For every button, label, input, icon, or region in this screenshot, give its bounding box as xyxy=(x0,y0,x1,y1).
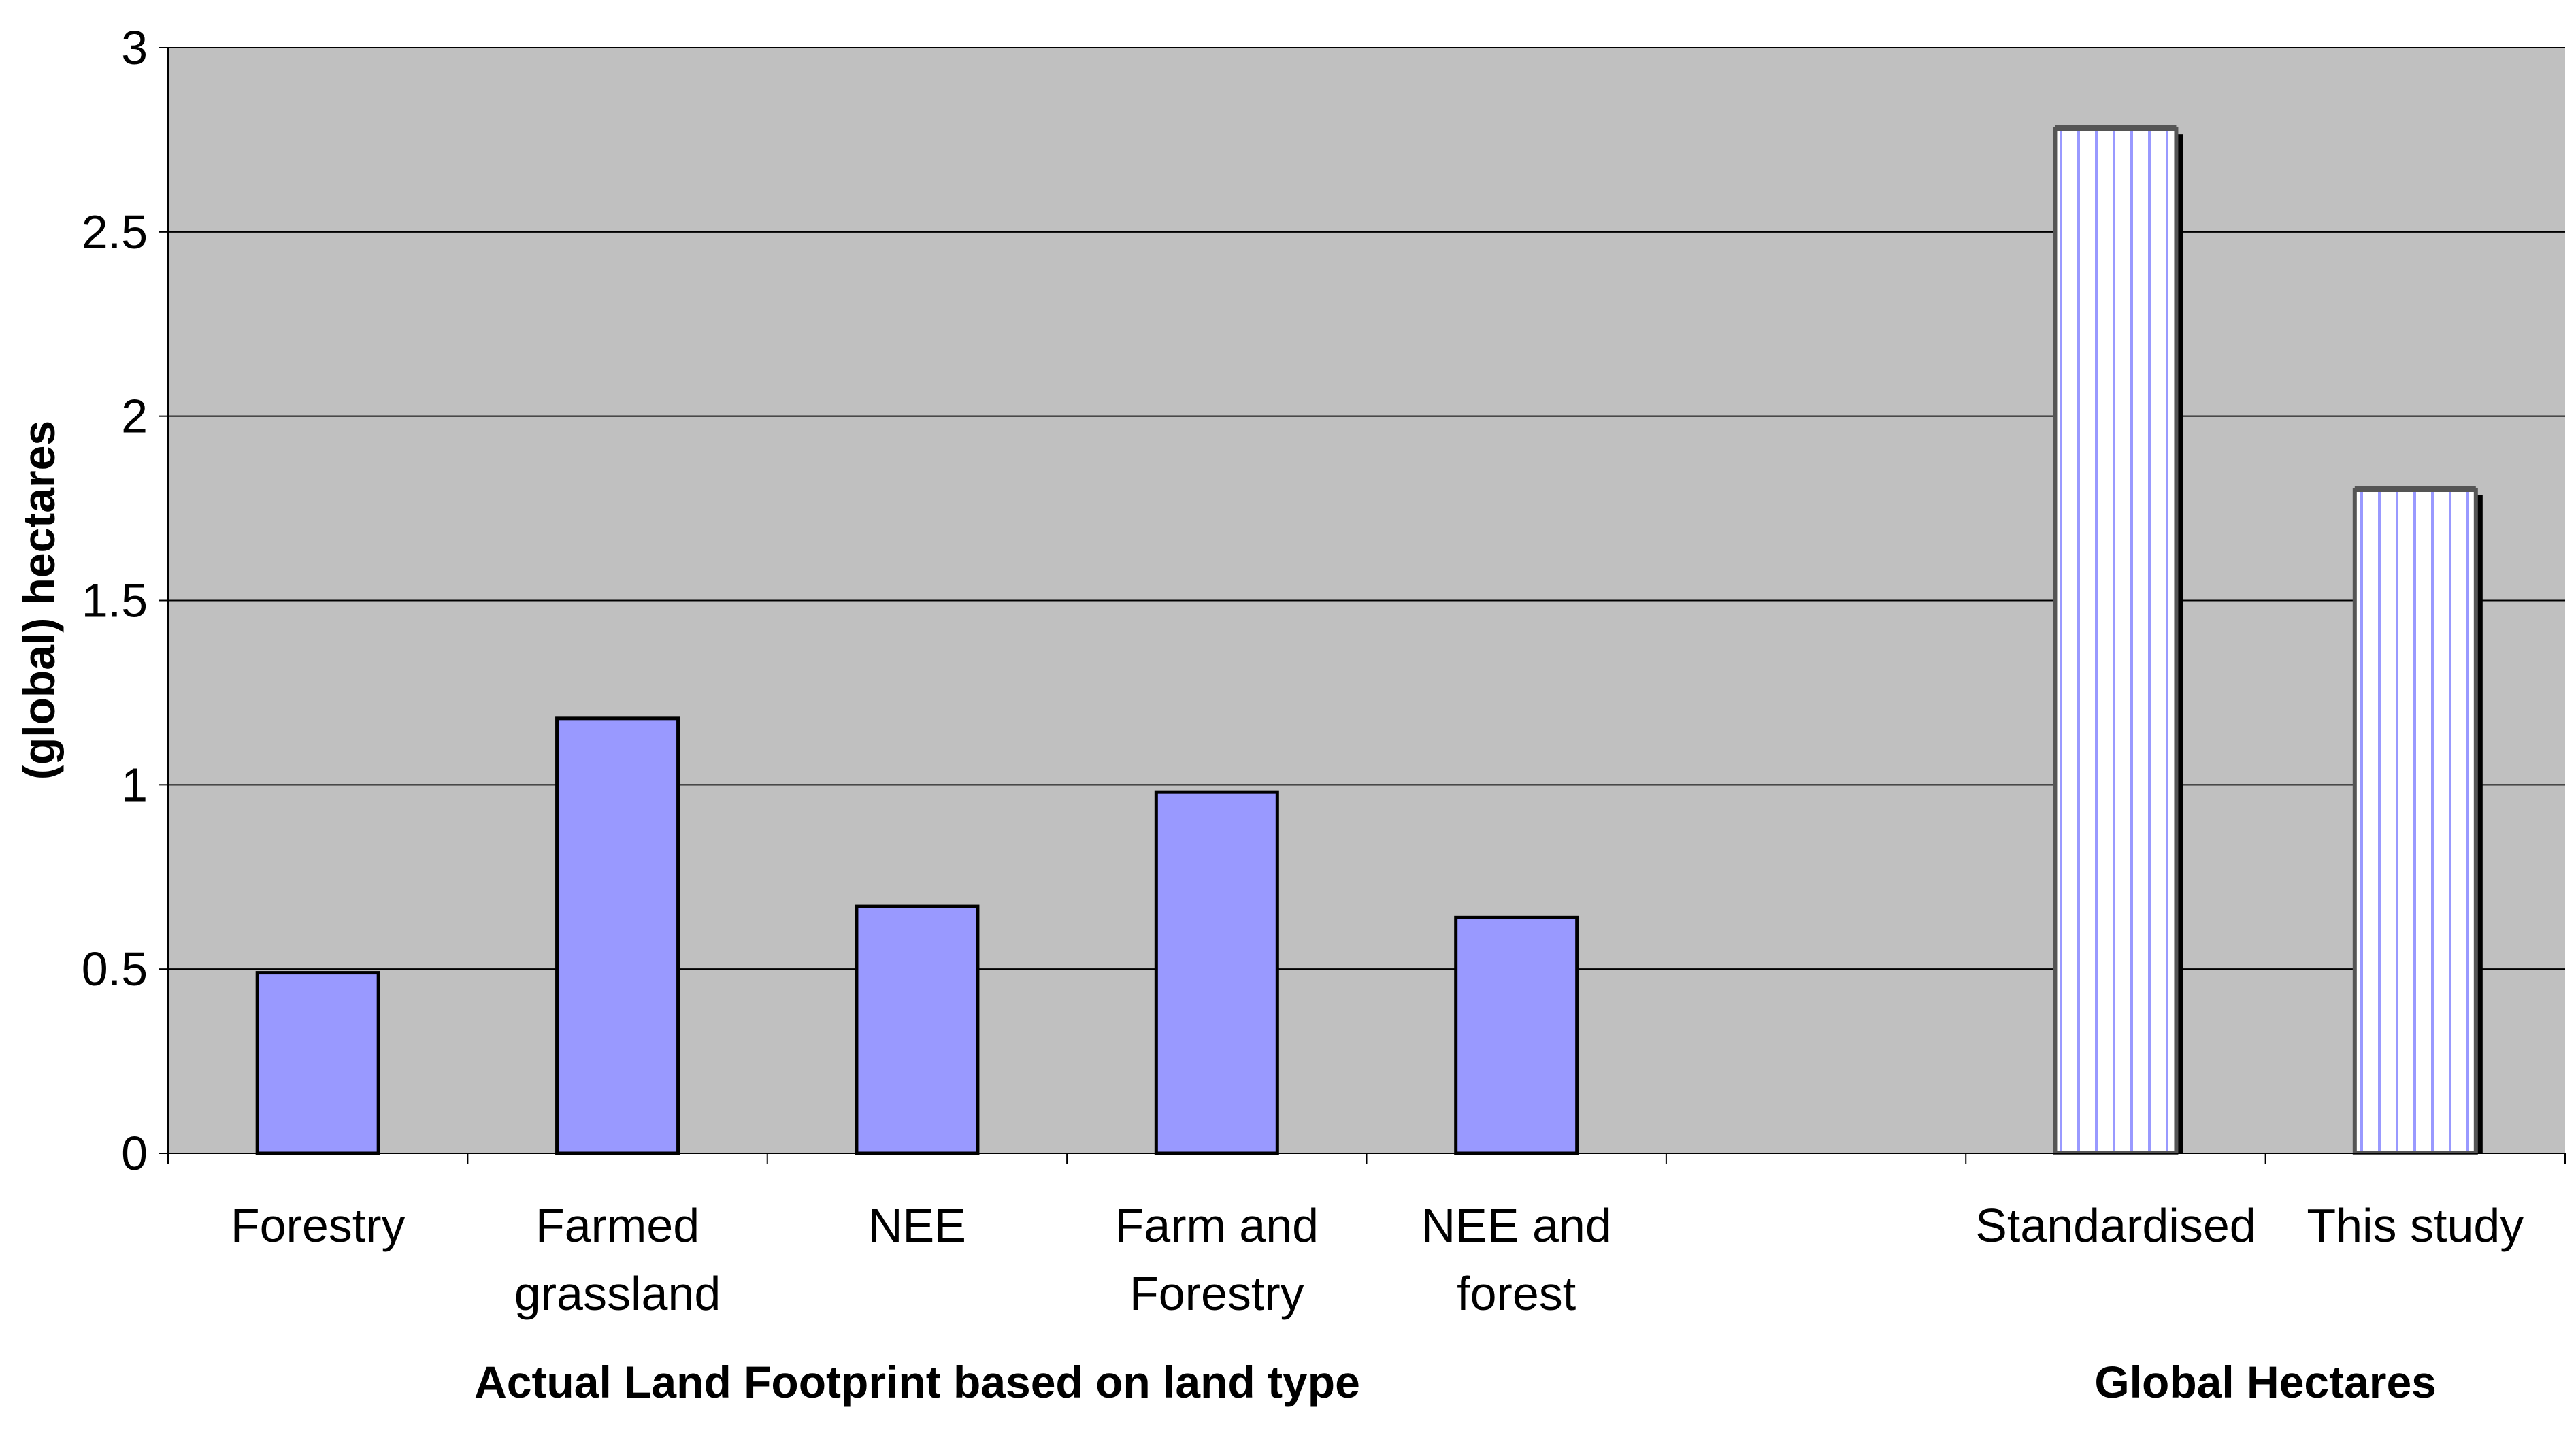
y-tick-label: 0.5 xyxy=(82,942,148,995)
y-tick-label: 2.5 xyxy=(82,205,148,259)
y-tick-label: 3 xyxy=(121,21,148,74)
bar xyxy=(2053,127,2179,1156)
x-category-label: NEE and xyxy=(1421,1199,1612,1252)
x-category-label: grassland xyxy=(514,1267,721,1320)
bar xyxy=(1454,915,1579,1155)
bar xyxy=(855,904,980,1155)
axes xyxy=(159,47,2566,1164)
x-category-label: Farm and xyxy=(1115,1199,1319,1252)
y-tick-label: 1.5 xyxy=(82,574,148,627)
y-tick-label: 1 xyxy=(121,758,148,811)
y-tick-labels: 0 0.5 1 1.5 2 2.5 3 xyxy=(82,21,148,1180)
group-label: Actual Land Footprint based on land type xyxy=(474,1357,1360,1407)
y-axis-title: (global) hectares xyxy=(14,421,64,780)
x-category-label: forest xyxy=(1457,1267,1576,1320)
bar xyxy=(255,971,380,1155)
x-category-label: This study xyxy=(2307,1199,2524,1252)
x-category-label: Farmed xyxy=(535,1199,699,1252)
bars xyxy=(255,125,2483,1156)
group-label: Global Hectares xyxy=(2094,1357,2437,1407)
x-category-label: NEE xyxy=(868,1199,966,1252)
bar xyxy=(555,716,680,1155)
x-category-labels: Forestry Farmed grassland NEE Farm and Forest… xyxy=(231,1199,2524,1320)
y-tick-label: 2 xyxy=(121,390,148,443)
group-labels: Actual Land Footprint based on land type… xyxy=(474,1357,2437,1407)
y-tick-label: 0 xyxy=(121,1127,148,1180)
x-category-label: Forestry xyxy=(1129,1267,1304,1320)
bar xyxy=(1154,790,1279,1155)
x-category-label: Standardised xyxy=(1975,1199,2256,1252)
x-category-label: Forestry xyxy=(231,1199,406,1252)
bar xyxy=(2352,488,2478,1155)
